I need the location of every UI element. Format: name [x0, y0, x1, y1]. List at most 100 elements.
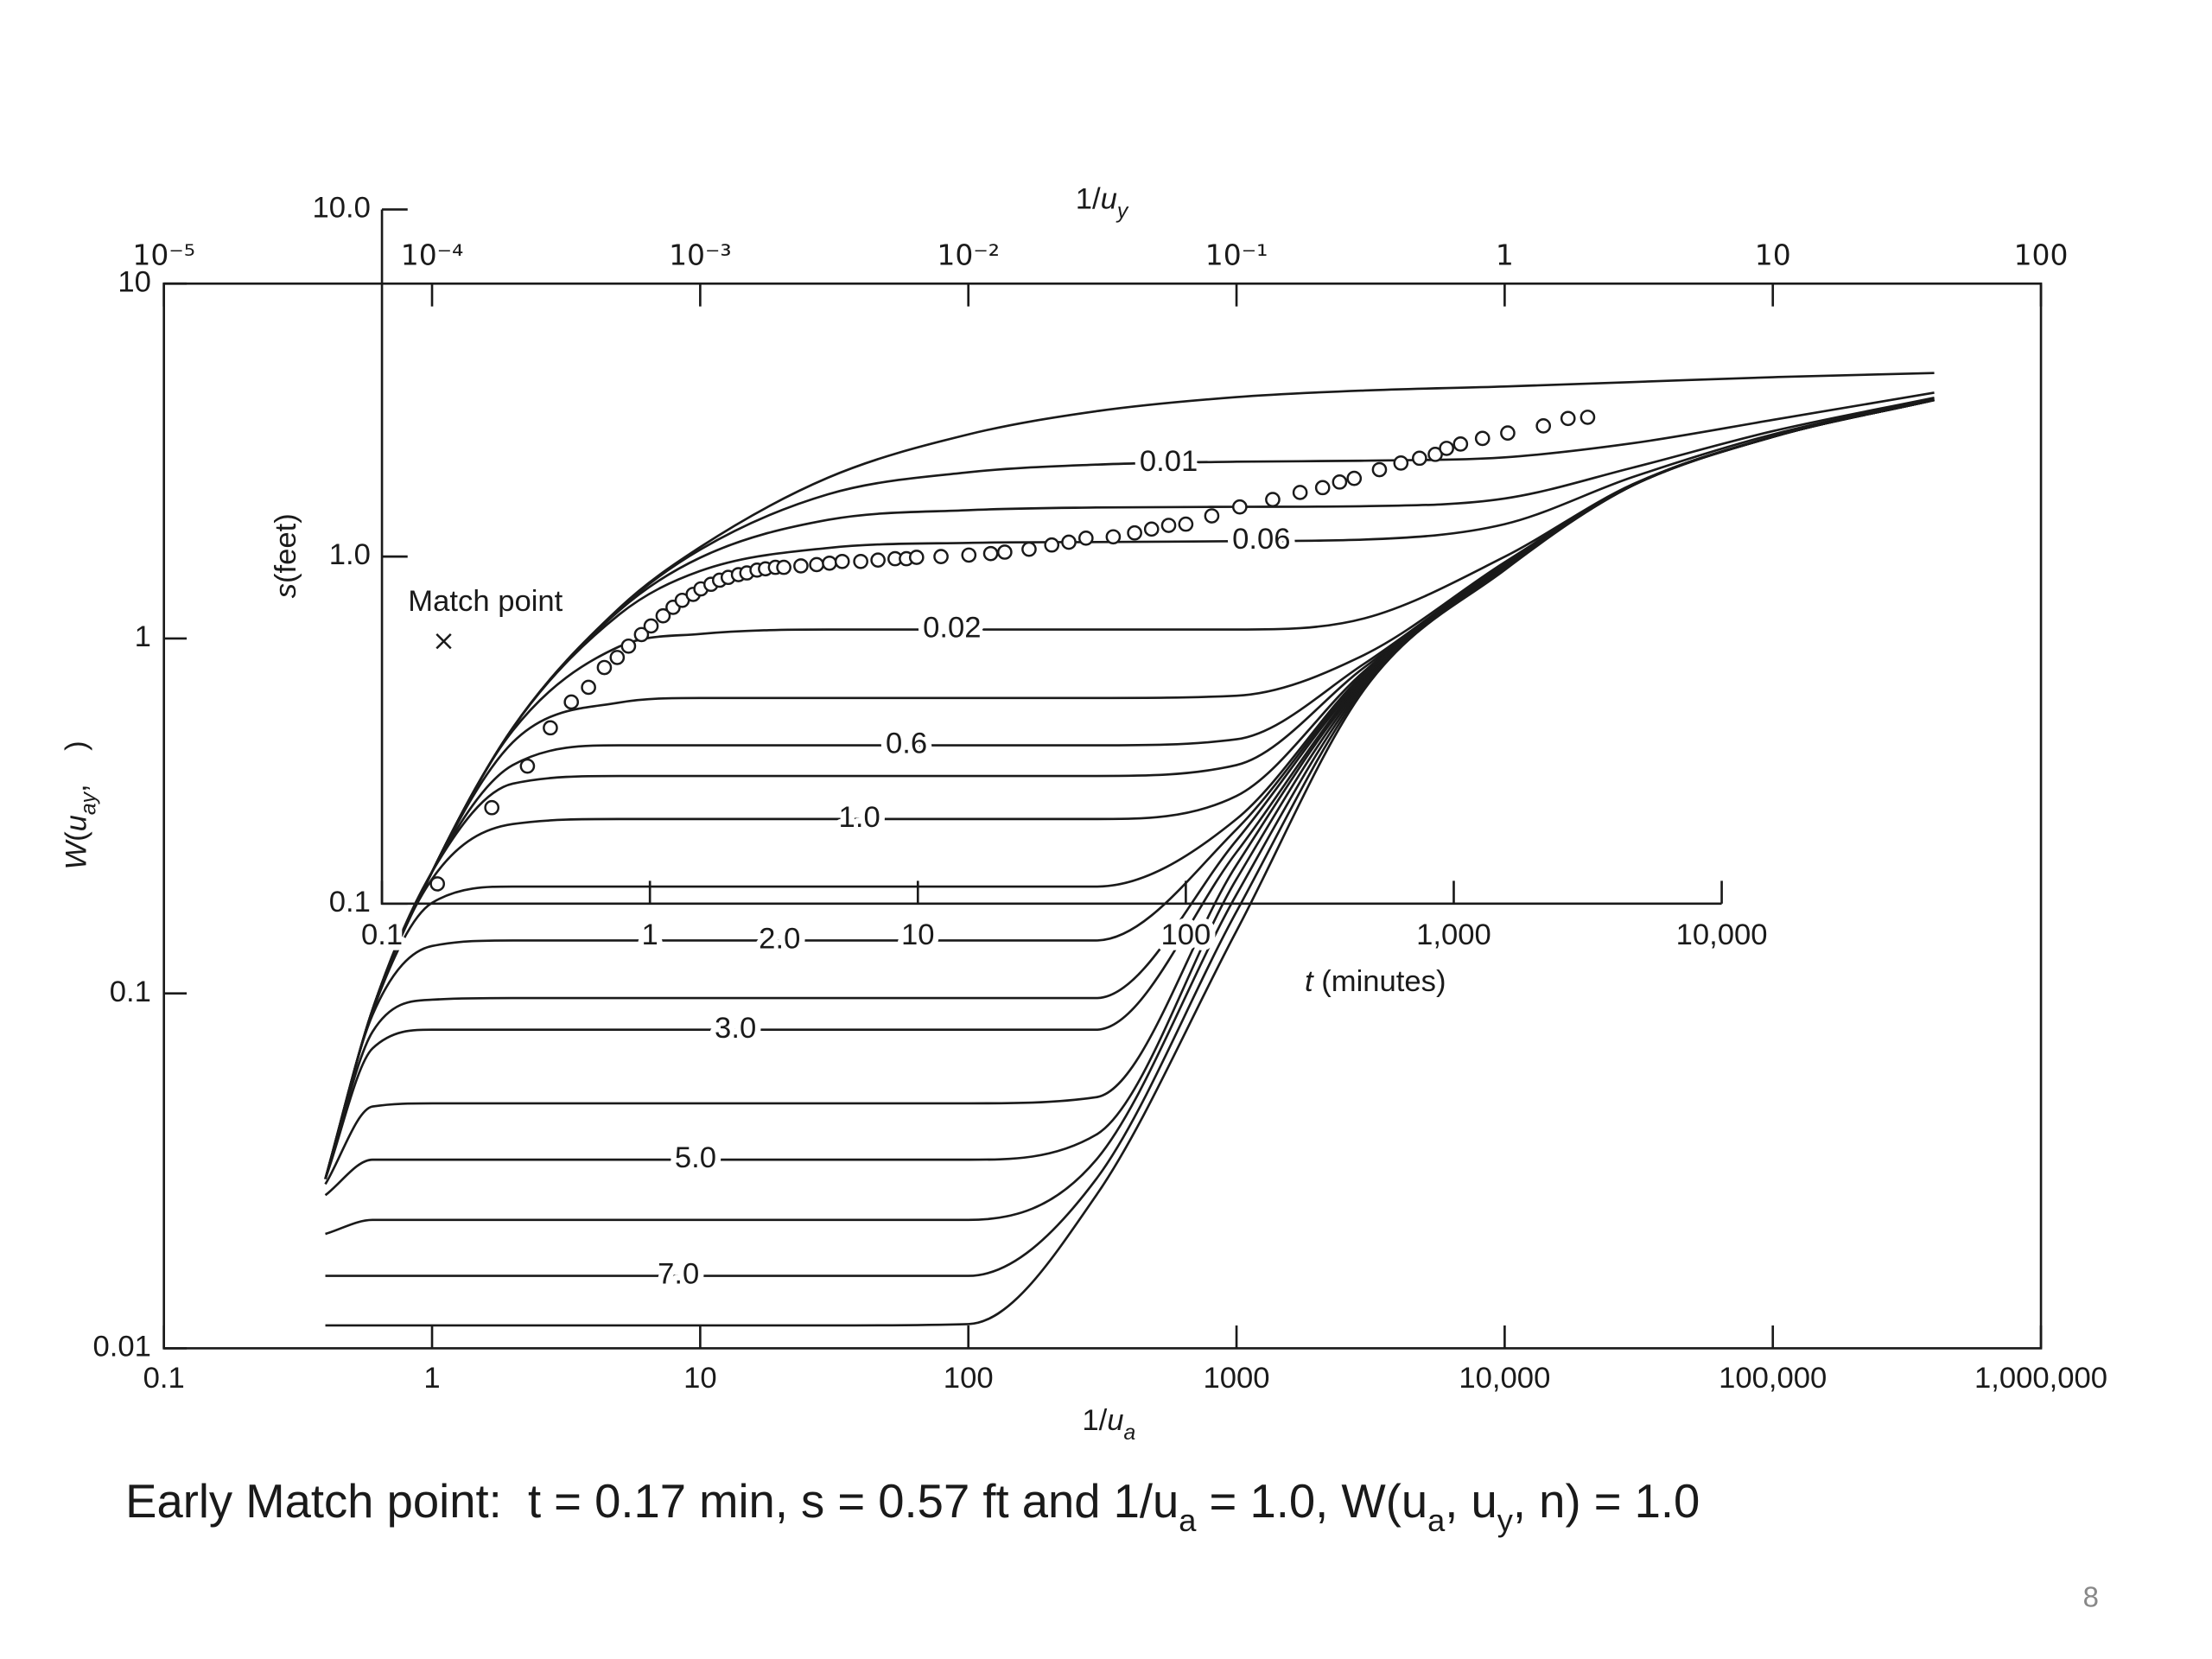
x2-axis-title-part: u — [1101, 183, 1117, 216]
data-point — [809, 556, 824, 573]
inset-x-tick-label: 1 — [642, 918, 658, 951]
data-point — [853, 553, 868, 569]
data-point — [1393, 455, 1409, 471]
caption-part: , n) = 1.0 — [1513, 1475, 1700, 1528]
caption-part: a — [1179, 1503, 1197, 1538]
data-point — [1232, 499, 1248, 515]
x2-tick-label: 100 — [2014, 238, 2069, 271]
data-point — [870, 552, 886, 569]
x2-tick-label: 1 — [1496, 238, 1514, 271]
type-curve — [325, 398, 1935, 1327]
data-point — [822, 555, 837, 571]
inset-y-tick-label: 0.1 — [329, 886, 371, 918]
x-tick-label: 100,000 — [1719, 1362, 1827, 1395]
data-point — [1427, 447, 1443, 462]
x2-tick-label: 10⁻³ — [669, 238, 732, 271]
y-tick-label: 0.1 — [110, 976, 151, 1008]
data-point — [620, 638, 637, 654]
inset-x-tick-label: 10 — [901, 918, 935, 951]
data-point — [1160, 518, 1177, 533]
data-point — [1061, 534, 1077, 550]
x-axis-title-part: 1/ — [1082, 1404, 1107, 1437]
data-point — [1535, 418, 1552, 434]
y-axis-title-part: ay — [78, 791, 101, 815]
data-point — [429, 876, 446, 892]
data-point — [1500, 425, 1516, 441]
data-point — [776, 559, 791, 575]
data-point — [1204, 508, 1220, 524]
y-tick-label: 10 — [118, 265, 151, 298]
data-point — [581, 679, 596, 696]
x-axis-title: 1/ua — [1082, 1404, 1135, 1445]
data-point — [1178, 516, 1194, 532]
plot-frame — [162, 282, 2043, 1350]
data-point — [1371, 461, 1388, 478]
caption-part: , u — [1445, 1475, 1497, 1528]
x2-axis-title-part: 1/ — [1076, 183, 1101, 216]
inset-x-tick-label: 0.1 — [361, 918, 403, 951]
data-point — [633, 626, 650, 643]
data-point — [484, 799, 500, 816]
inset-x-tick-label: 1,000 — [1416, 918, 1491, 951]
caption-part: y — [1497, 1503, 1514, 1538]
caption-part: Early Match point: t = 0.17 min, s = 0.5… — [125, 1475, 1179, 1528]
inset-y-tick-label: 10.0 — [312, 192, 370, 225]
y-tick-label: 1 — [135, 620, 151, 653]
curve-label: 3.0 — [715, 1012, 756, 1045]
x-tick-label: 100 — [944, 1362, 994, 1395]
y-axis-title-part: u — [60, 815, 93, 831]
inset-x-axis-title: t (minutes) — [1305, 965, 1446, 998]
inset-x-tick-label: 10,000 — [1676, 918, 1768, 951]
x-tick-label: 0.1 — [143, 1362, 185, 1395]
curve-label: 0.01 — [1140, 445, 1198, 478]
data-point — [609, 650, 626, 665]
data-point — [1292, 485, 1308, 500]
data-point — [1452, 436, 1469, 452]
x2-tick-label: 10⁻¹ — [1205, 238, 1268, 271]
x2-tick-label: 10⁻⁴ — [401, 238, 464, 271]
data-point — [563, 694, 580, 710]
data-point — [1346, 470, 1363, 486]
data-point — [1105, 529, 1122, 545]
inset-y-axis-title-part: s — [270, 583, 302, 598]
x-tick-label: 1000 — [1204, 1362, 1270, 1395]
data-point — [997, 544, 1013, 560]
caption: Early Match point: t = 0.17 min, s = 0.5… — [125, 1475, 1700, 1538]
y-axis-title-part: ( — [60, 831, 93, 842]
x2-tick-label: 10 — [1755, 238, 1791, 271]
x2-axis-title-part: y — [1116, 200, 1129, 224]
data-point — [1044, 537, 1060, 553]
x-tick-label: 10 — [683, 1362, 717, 1395]
match-point-label: Match point — [408, 585, 563, 618]
data-point — [596, 659, 613, 676]
inset-x-tick-label: 100 — [1160, 918, 1211, 951]
y-axis-title-part: , ) — [60, 741, 93, 792]
curve-label: 5.0 — [675, 1141, 716, 1174]
data-point — [1439, 441, 1454, 456]
curve-label: 0.02 — [923, 612, 981, 645]
data-point — [543, 720, 558, 736]
data-point — [982, 545, 999, 562]
curve-label: 0.6 — [886, 728, 927, 760]
x2-axis-title: 1/uy — [1076, 183, 1129, 224]
y-tick-label: 0.01 — [92, 1331, 150, 1363]
data-point — [961, 547, 977, 563]
y-axis-title-part: W — [60, 839, 93, 870]
x2-tick-label: 10⁻² — [937, 238, 1000, 271]
data-point — [1412, 450, 1427, 467]
curve-label: 1.0 — [839, 801, 880, 834]
x-tick-label: 1,000,000 — [1974, 1362, 2107, 1395]
inset-y-axis-title: s(feet) — [270, 513, 302, 598]
data-point — [793, 558, 809, 574]
data-point — [1265, 492, 1281, 507]
page-number: 8 — [2083, 1580, 2099, 1612]
data-point — [1332, 474, 1348, 490]
data-point — [655, 607, 671, 624]
data-point — [1021, 541, 1037, 557]
inset-y-tick-label: 1.0 — [329, 538, 371, 571]
data-point — [1560, 410, 1576, 427]
curve-label: 0.06 — [1232, 523, 1290, 556]
